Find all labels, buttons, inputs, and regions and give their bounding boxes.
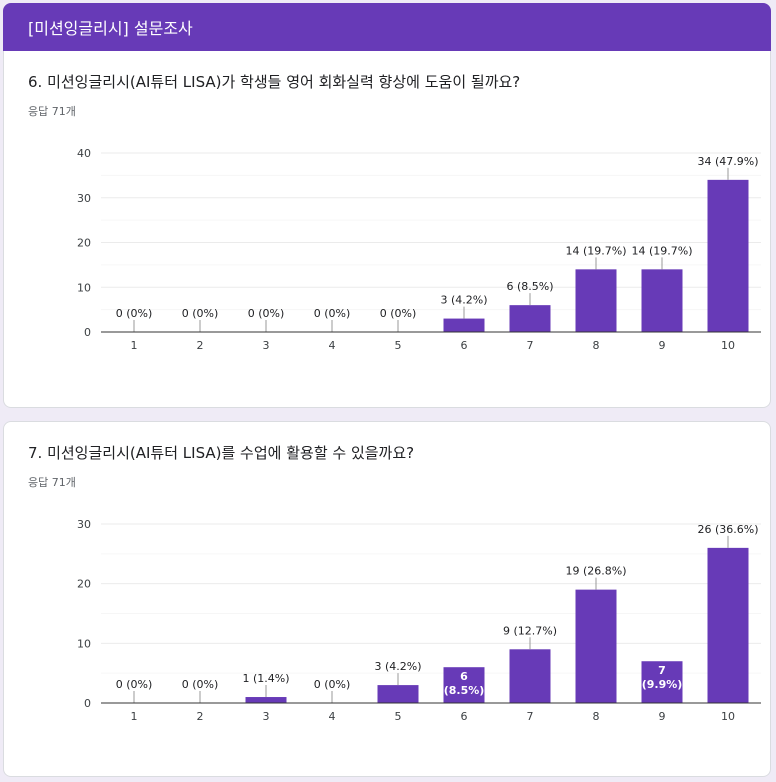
data-label-percent: (8.5%)	[444, 684, 485, 697]
y-tick-label: 10	[77, 281, 91, 294]
x-tick-label: 2	[197, 339, 204, 352]
bar	[443, 667, 485, 703]
bar	[443, 318, 485, 332]
bar	[707, 179, 749, 332]
x-tick-label: 1	[131, 339, 138, 352]
bar	[575, 269, 617, 332]
data-label: 26 (36.6%)	[697, 523, 758, 536]
data-label: 0 (0%)	[314, 678, 351, 691]
data-label: 9 (12.7%)	[503, 624, 557, 637]
bar	[509, 649, 551, 703]
x-tick-label: 2	[197, 710, 204, 723]
data-label: 0 (0%)	[116, 678, 153, 691]
x-tick-label: 4	[329, 710, 336, 723]
y-tick-label: 0	[84, 326, 91, 339]
x-tick-label: 9	[659, 339, 666, 352]
response-count: 응답 71개	[28, 476, 76, 489]
x-tick-label: 10	[721, 710, 735, 723]
bar	[245, 697, 287, 703]
question-card-6: 6. 미션잉글리시(AI튜터 LISA)가 학생들 영어 회화실력 향상에 도움…	[3, 51, 771, 408]
question-title: 6. 미션잉글리시(AI튜터 LISA)가 학생들 영어 회화실력 향상에 도움…	[28, 73, 521, 91]
data-label: 0 (0%)	[116, 307, 153, 320]
data-label: 0 (0%)	[380, 307, 417, 320]
bar	[641, 269, 683, 332]
data-label: 0 (0%)	[248, 307, 285, 320]
x-tick-label: 8	[593, 339, 600, 352]
x-tick-label: 7	[527, 710, 534, 723]
data-label: 1 (1.4%)	[242, 672, 289, 685]
bar	[641, 661, 683, 703]
data-label: 0 (0%)	[182, 678, 219, 691]
data-label: 6 (8.5%)	[506, 280, 553, 293]
bar-chart: 0 10 20 30 40 1 0 (0%) 2 0 (0%) 3 0 (0%) 4 0 (0%) 5 0 …	[77, 147, 761, 352]
bar	[509, 305, 551, 332]
form-header: [미션잉글리시] 설문조사	[3, 3, 771, 51]
x-tick-label: 9	[659, 710, 666, 723]
y-tick-label: 20	[77, 578, 91, 591]
data-label: 3 (4.2%)	[440, 294, 487, 307]
x-tick-label: 3	[263, 339, 270, 352]
y-tick-label: 40	[77, 147, 91, 160]
y-tick-label: 30	[77, 518, 91, 531]
response-count: 응답 71개	[28, 105, 76, 118]
x-tick-label: 6	[461, 339, 468, 352]
x-tick-label: 8	[593, 710, 600, 723]
y-tick-label: 0	[84, 697, 91, 710]
data-label: 34 (47.9%)	[697, 155, 758, 168]
x-tick-label: 1	[131, 710, 138, 723]
question-title: 7. 미션잉글리시(AI튜터 LISA)를 수업에 활용할 수 있을까요?	[28, 444, 415, 462]
data-label: 14 (19.7%)	[631, 244, 692, 257]
bar	[377, 685, 419, 703]
x-tick-label: 5	[395, 710, 402, 723]
x-tick-label: 5	[395, 339, 402, 352]
x-tick-label: 3	[263, 710, 270, 723]
y-tick-label: 30	[77, 192, 91, 205]
bar	[575, 589, 617, 703]
data-label: 19 (26.8%)	[565, 565, 626, 578]
x-tick-label: 4	[329, 339, 336, 352]
y-tick-label: 10	[77, 637, 91, 650]
data-label: 14 (19.7%)	[565, 244, 626, 257]
data-label: 0 (0%)	[182, 307, 219, 320]
y-tick-label: 20	[77, 237, 91, 250]
x-tick-label: 7	[527, 339, 534, 352]
question-card-7: 7. 미션잉글리시(AI튜터 LISA)를 수업에 활용할 수 있을까요? 응답…	[3, 421, 771, 777]
data-label-percent: (9.9%)	[642, 678, 683, 691]
bar-chart: 0 10 20 30 1 0 (0%) 2 0 (0%) 3 1 (1.4%) 4 0 (0%) 5 3 …	[77, 518, 761, 723]
x-tick-label: 6	[461, 710, 468, 723]
form-title: [미션잉글리시] 설문조사	[28, 19, 193, 38]
data-label: 6	[460, 670, 468, 683]
data-label: 3 (4.2%)	[374, 660, 421, 673]
data-label: 0 (0%)	[314, 307, 351, 320]
x-tick-label: 10	[721, 339, 735, 352]
bar	[707, 547, 749, 703]
data-label: 7	[658, 664, 666, 677]
